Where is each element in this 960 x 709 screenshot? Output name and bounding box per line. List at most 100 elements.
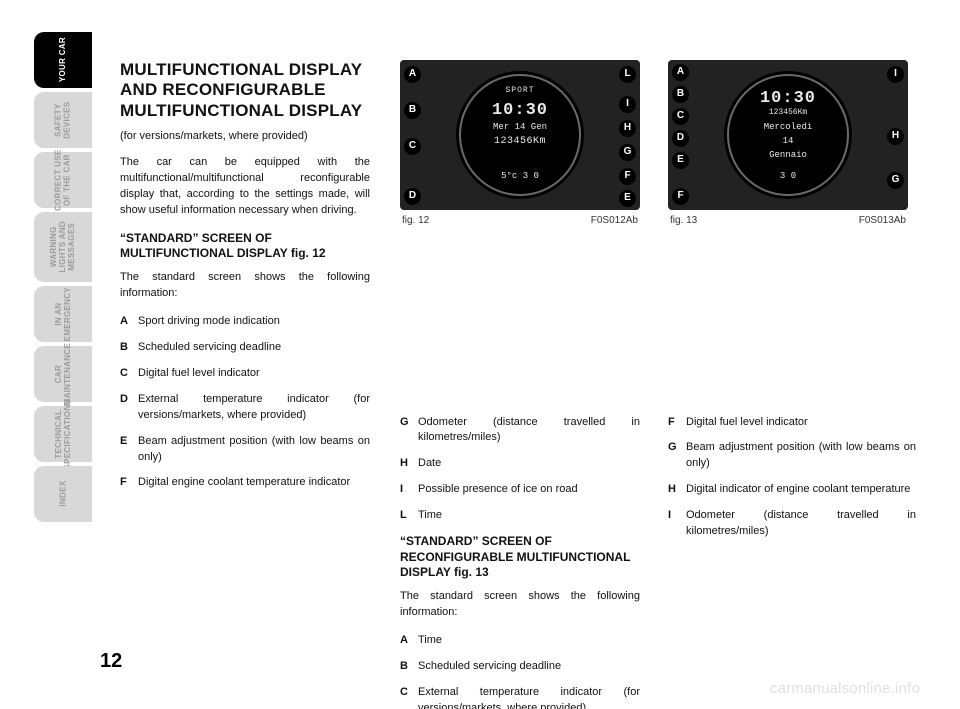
definition-list: ATime BScheduled servicing deadline CExt… — [400, 633, 640, 709]
item-key: C — [120, 366, 138, 382]
list-item: GOdometer (distance travelled in kilomet… — [400, 415, 640, 447]
item-key: A — [120, 314, 138, 330]
tab-label: INDEX — [58, 481, 67, 507]
callout-A: A — [672, 64, 689, 81]
gauge-month: Gennaio — [724, 149, 852, 162]
gauge-weekday: Mercoledì — [724, 121, 852, 134]
watermark: carmanualsonline.info — [770, 680, 920, 697]
subheading-fig13: “STANDARD” SCREEN OF RECONFIGURABLE MULT… — [400, 534, 640, 581]
intro-paragraph: The car can be equipped with the multifu… — [120, 155, 370, 219]
item-key: A — [400, 633, 418, 649]
tab-tech-specs[interactable]: TECHNICAL SPECIFICATIONS — [34, 406, 92, 462]
tab-maintenance[interactable]: CAR MAINTENANCE — [34, 346, 92, 402]
callout-I: I — [887, 66, 904, 83]
item-text: Possible presence of ice on road — [418, 482, 640, 498]
manual-page: YOUR CAR SAFETY DEVICES CORRECT USE OF T… — [0, 0, 960, 709]
item-text: Digital fuel level indicator — [686, 415, 916, 431]
fig-number: fig. 13 — [670, 214, 697, 229]
lead-text: The standard screen shows the following … — [400, 589, 640, 621]
callout-B: B — [672, 86, 689, 103]
figure-image: SPORT 10:30 Mer 14 Gen 123456Km 5°c 3 0 … — [400, 60, 640, 210]
item-key: B — [120, 340, 138, 356]
tab-correct-use[interactable]: CORRECT USE OF THE CAR — [34, 152, 92, 208]
page-number: 12 — [100, 650, 122, 673]
item-text: Scheduled servicing deadline — [418, 659, 640, 675]
callout-C: C — [404, 138, 421, 155]
item-key: F — [120, 475, 138, 491]
tab-index[interactable]: INDEX — [34, 466, 92, 522]
gauge-bottom: 5°c 3 0 — [456, 170, 584, 183]
list-item: ATime — [400, 633, 640, 649]
callout-D: D — [404, 188, 421, 205]
list-item: ASport driving mode indication — [120, 314, 370, 330]
gauge-day: 14 — [724, 135, 852, 148]
callout-G: G — [887, 172, 904, 189]
section-tabs: YOUR CAR SAFETY DEVICES CORRECT USE OF T… — [34, 32, 92, 526]
tab-label: YOUR CAR — [58, 37, 67, 82]
tab-label: TECHNICAL SPECIFICATIONS — [54, 399, 72, 470]
callout-F: F — [619, 168, 636, 185]
callout-A: A — [404, 66, 421, 83]
list-item: DExternal temperature indicator (for ver… — [120, 392, 370, 424]
definition-list: FDigital fuel level indicator GBeam adju… — [668, 415, 916, 541]
column-2: SPORT 10:30 Mer 14 Gen 123456Km 5°c 3 0 … — [400, 60, 640, 709]
tab-label: IN AN EMERGENCY — [54, 287, 72, 341]
item-key: D — [120, 392, 138, 424]
tab-your-car[interactable]: YOUR CAR — [34, 32, 92, 88]
list-item: FDigital engine coolant temperature indi… — [120, 475, 370, 491]
tab-label: WARNING LIGHTS AND MESSAGES — [49, 221, 77, 273]
section-title: MULTIFUNCTIONAL DISPLAY AND RECONFIGURAB… — [120, 60, 370, 121]
item-text: Digital indicator of engine coolant temp… — [686, 482, 916, 498]
item-key: L — [400, 508, 418, 524]
list-item: BScheduled servicing deadline — [400, 659, 640, 675]
item-text: Beam adjustment position (with low beams… — [138, 434, 370, 466]
item-key: H — [400, 456, 418, 472]
list-item: GBeam adjustment position (with low beam… — [668, 440, 916, 472]
list-item: FDigital fuel level indicator — [668, 415, 916, 431]
callout-D: D — [672, 130, 689, 147]
list-item: HDate — [400, 456, 640, 472]
column-1: MULTIFUNCTIONAL DISPLAY AND RECONFIGURAB… — [120, 60, 370, 501]
item-key: C — [400, 685, 418, 709]
fig-number: fig. 12 — [402, 214, 429, 229]
fig-code: F0S013Ab — [859, 214, 906, 229]
fig-code: F0S012Ab — [591, 214, 638, 229]
item-text: Sport driving mode indication — [138, 314, 370, 330]
callout-B: B — [404, 102, 421, 119]
gauge-odo: 123456Km — [456, 135, 584, 150]
list-item: IOdometer (distance travelled in kilomet… — [668, 508, 916, 540]
figure-image: 10:30 123456Km Mercoledì 14 Gennaio 3 0 … — [668, 60, 908, 210]
item-text: Scheduled servicing deadline — [138, 340, 370, 356]
gauge-date: Mer 14 Gen — [456, 121, 584, 134]
figure-13: 10:30 123456Km Mercoledì 14 Gennaio 3 0 … — [668, 60, 908, 229]
list-item: LTime — [400, 508, 640, 524]
item-key: I — [400, 482, 418, 498]
callout-G: G — [619, 144, 636, 161]
callout-I: I — [619, 96, 636, 113]
gauge-sport: SPORT — [456, 85, 584, 97]
item-text: Time — [418, 633, 640, 649]
gauge-bottom: 3 0 — [724, 170, 852, 183]
item-text: Digital engine coolant temperature indic… — [138, 475, 370, 491]
callout-L: L — [619, 66, 636, 83]
tab-warning-lights[interactable]: WARNING LIGHTS AND MESSAGES — [34, 212, 92, 282]
item-key: E — [120, 434, 138, 466]
item-key: F — [668, 415, 686, 431]
item-text: External temperature indicator (for vers… — [418, 685, 640, 709]
definition-list: GOdometer (distance travelled in kilomet… — [400, 415, 640, 525]
gauge-time: 10:30 — [456, 99, 584, 124]
gauge-odo: 123456Km — [724, 107, 852, 119]
figure-12: SPORT 10:30 Mer 14 Gen 123456Km 5°c 3 0 … — [400, 60, 640, 229]
item-key: G — [400, 415, 418, 447]
tab-label: SAFETY DEVICES — [54, 101, 72, 138]
item-key: H — [668, 482, 686, 498]
tab-label: CAR MAINTENANCE — [54, 343, 72, 405]
tab-label: CORRECT USE OF THE CAR — [54, 149, 72, 211]
tab-emergency[interactable]: IN AN EMERGENCY — [34, 286, 92, 342]
item-text: Date — [418, 456, 640, 472]
item-text: Digital fuel level indicator — [138, 366, 370, 382]
tab-safety-devices[interactable]: SAFETY DEVICES — [34, 92, 92, 148]
gauge-display: 10:30 123456Km Mercoledì 14 Gennaio 3 0 — [724, 71, 852, 199]
callout-H: H — [887, 128, 904, 145]
figure-caption: fig. 12 F0S012Ab — [402, 214, 638, 229]
